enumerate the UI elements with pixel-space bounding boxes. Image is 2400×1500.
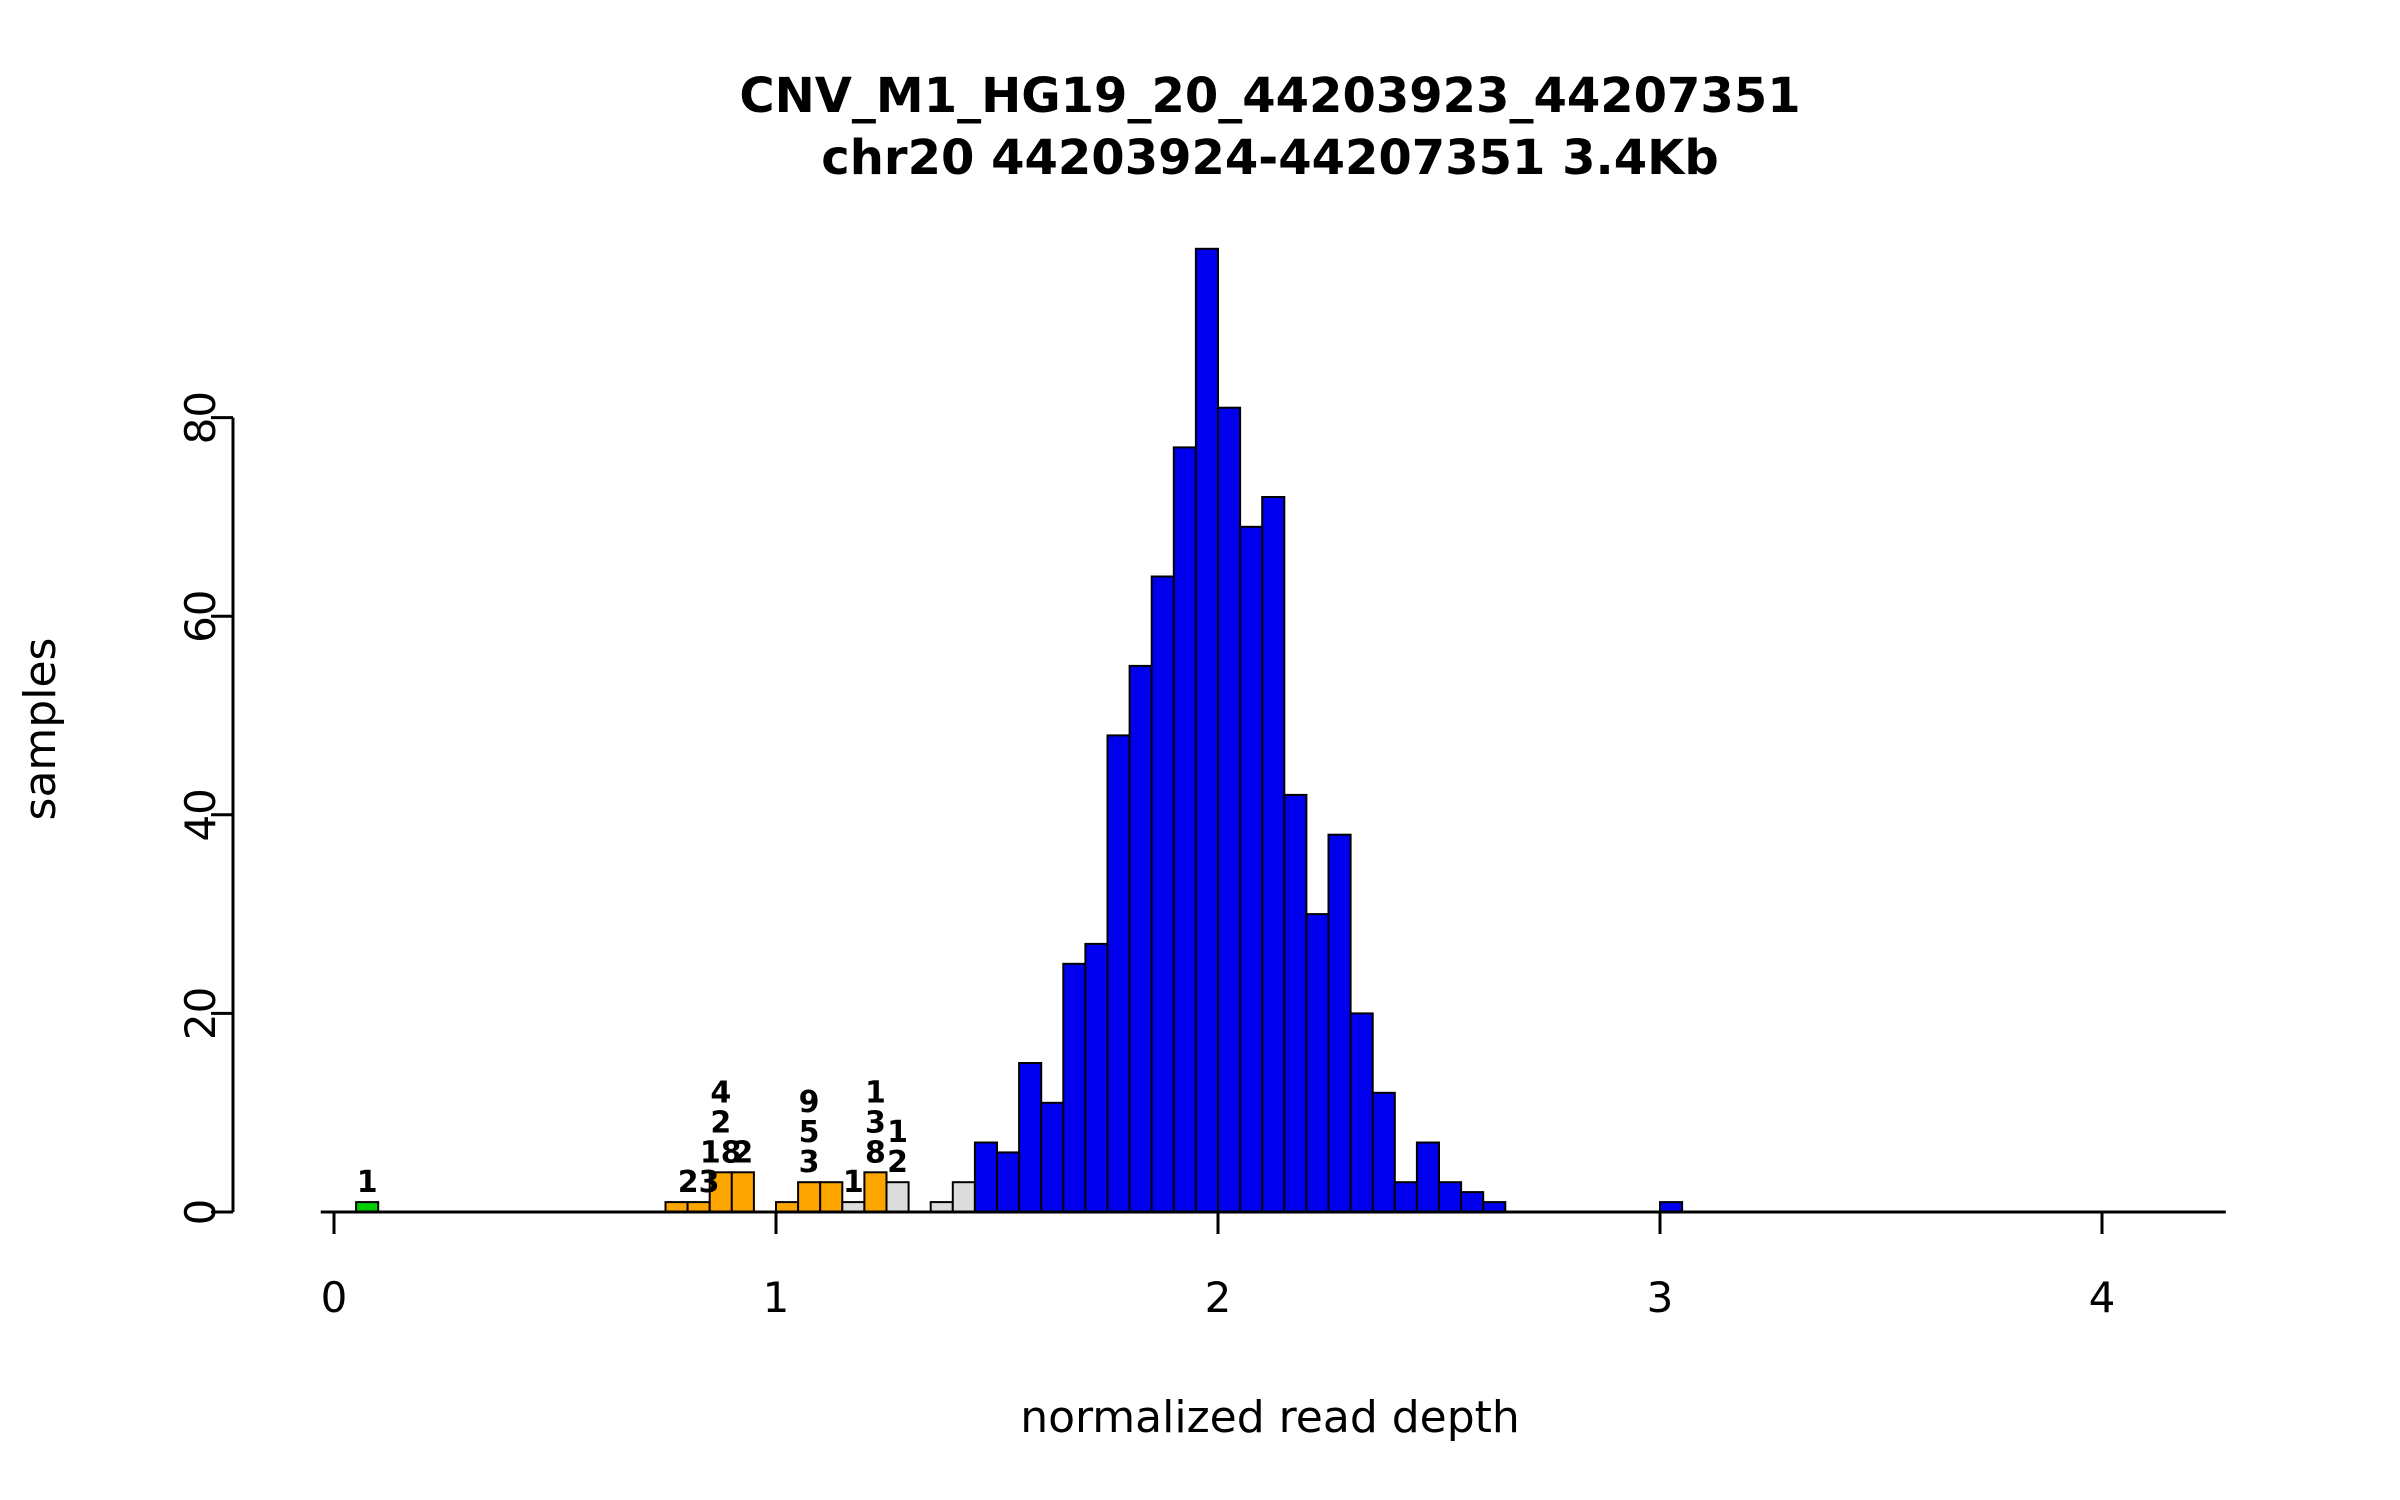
x-tick-label: 2 — [1205, 1273, 1232, 1322]
x-tick-label: 3 — [1647, 1273, 1674, 1322]
histogram-bar — [1106, 734, 1131, 1214]
histogram-bar — [1018, 1062, 1043, 1213]
bar-count-label: 2 — [732, 1135, 753, 1170]
bar-count-label: 8 — [865, 1135, 886, 1170]
bar-count-label: 3 — [865, 1105, 886, 1140]
histogram-bar — [1327, 833, 1352, 1213]
bar-count-label: 9 — [799, 1085, 820, 1120]
y-tick-label: 80 — [176, 391, 225, 444]
bar-count-label: 3 — [799, 1145, 820, 1180]
y-tick-label: 60 — [176, 589, 225, 642]
bar-count-label: 1 — [843, 1165, 864, 1200]
y-tick-label: 40 — [176, 788, 225, 841]
x-tick-label: 1 — [763, 1273, 790, 1322]
chart-title-line1: CNV_M1_HG19_20_44203923_44207351 — [739, 68, 1800, 124]
y-axis-title: samples — [15, 638, 66, 821]
histogram-bar — [1393, 1181, 1418, 1213]
histogram-bar — [1261, 496, 1286, 1213]
histogram-bar — [1172, 446, 1197, 1213]
bar-count-label: 5 — [799, 1115, 820, 1150]
y-tick-label: 20 — [176, 987, 225, 1040]
histogram-bar — [863, 1171, 888, 1214]
histogram-bar — [1084, 942, 1109, 1214]
histogram-bar — [1460, 1191, 1485, 1213]
chart-title-line2: chr20 44203924-44207351 3.4Kb — [821, 130, 1718, 186]
histogram-bar — [730, 1171, 755, 1214]
histogram-bar — [1415, 1141, 1441, 1213]
histogram-bar — [951, 1181, 976, 1213]
histogram-bar — [1371, 1091, 1396, 1214]
histogram-bar — [1283, 793, 1308, 1214]
histogram-bar — [973, 1141, 999, 1213]
histogram-bar — [1128, 664, 1153, 1213]
histogram-bar — [1040, 1101, 1065, 1214]
histogram-bar — [996, 1151, 1021, 1214]
histogram-bar — [1349, 1012, 1374, 1214]
histogram-bar — [1150, 575, 1175, 1213]
x-tick-label: 4 — [2089, 1273, 2116, 1322]
bar-count-label: 18 — [700, 1135, 742, 1170]
x-tick-label: 0 — [321, 1273, 348, 1322]
bar-count-label: 1 — [887, 1115, 908, 1150]
x-axis-title: normalized read depth — [1020, 1392, 1520, 1443]
histogram-bar — [1305, 913, 1330, 1213]
histogram-bar — [1062, 962, 1087, 1214]
bar-count-label: 2 — [887, 1145, 908, 1180]
bar-count-label: 23 — [678, 1165, 720, 1200]
histogram-bar — [1194, 247, 1220, 1214]
histogram-bar — [1438, 1181, 1463, 1213]
bar-count-label: 4 — [710, 1075, 731, 1110]
histogram-bars — [355, 247, 1684, 1214]
histogram-bar — [797, 1181, 822, 1213]
bar-count-label: 1 — [865, 1075, 886, 1110]
bar-count-label: 1 — [357, 1165, 378, 1200]
histogram-bar — [819, 1181, 844, 1213]
y-tick-label: 0 — [176, 1199, 225, 1226]
histogram-bar — [1239, 525, 1264, 1213]
bar-count-label: 2 — [710, 1105, 731, 1140]
histogram-bar — [885, 1181, 910, 1213]
histogram-bar — [1217, 406, 1242, 1213]
